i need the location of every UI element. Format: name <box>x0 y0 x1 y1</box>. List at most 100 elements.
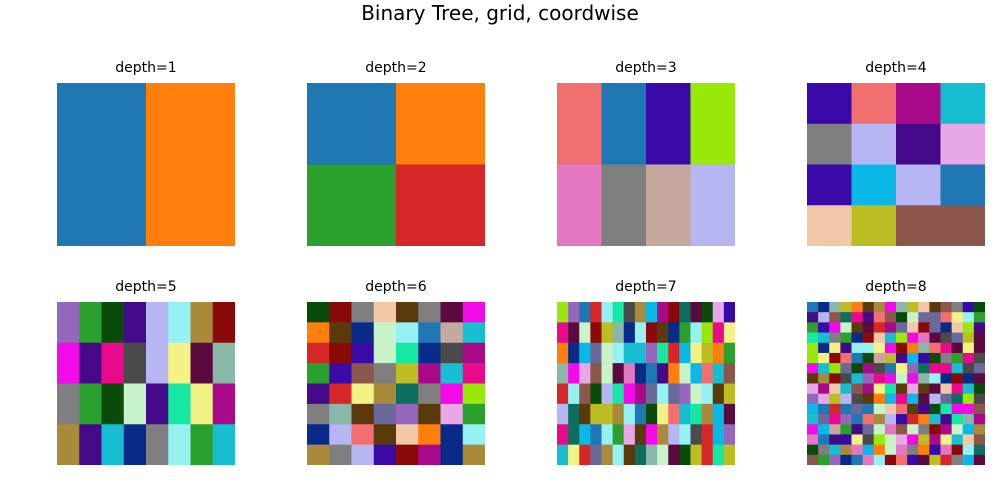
partition-cell <box>557 403 569 425</box>
partition-cell <box>929 342 942 354</box>
partition-cell <box>612 342 625 364</box>
partition-cell <box>396 363 419 385</box>
partition-cell <box>57 83 147 246</box>
partition-cell <box>807 454 819 465</box>
partition-cell <box>818 342 830 354</box>
partition-cell <box>657 342 669 364</box>
panel-depth-4: depth=4 <box>807 60 985 246</box>
partition-cell <box>601 322 614 344</box>
partition-heatmap <box>57 302 235 465</box>
partition-cell <box>851 83 897 125</box>
partition-cell <box>962 454 975 465</box>
partition-cell <box>440 342 464 364</box>
partition-cell <box>951 393 964 405</box>
partition-cell <box>646 322 658 344</box>
partition-cell <box>807 312 819 323</box>
partition-cell <box>851 454 864 465</box>
partition-cell <box>646 444 658 465</box>
partition-cell <box>918 342 930 354</box>
partition-cell <box>829 363 841 374</box>
partition-cell <box>657 444 669 465</box>
partition-cell <box>668 342 680 364</box>
panel-title: depth=7 <box>615 279 677 295</box>
partition-cell <box>579 342 591 364</box>
partition-cell <box>851 393 864 405</box>
partition-cell <box>862 363 875 374</box>
partition-cell <box>951 332 964 344</box>
partition-cell <box>962 363 975 374</box>
partition-cell <box>884 352 897 364</box>
partition-cell <box>851 302 864 313</box>
partition-cell <box>962 312 975 323</box>
partition-cell <box>668 383 680 405</box>
partition-cell <box>929 454 942 465</box>
partition-cell <box>646 83 692 166</box>
partition-cell <box>807 164 853 206</box>
partition-cell <box>918 383 930 395</box>
partition-cell <box>862 342 875 354</box>
partition-cell <box>896 414 908 425</box>
partition-cell <box>818 454 830 465</box>
partition-cell <box>146 424 169 465</box>
panel-depth-3: depth=3 <box>557 60 735 246</box>
partition-cell <box>690 83 735 166</box>
partition-cell <box>962 342 975 354</box>
partition-cell <box>940 123 985 166</box>
partition-cell <box>807 322 819 334</box>
partition-cell <box>679 444 692 465</box>
partition-cell <box>462 383 485 405</box>
partition-cell <box>896 342 908 354</box>
partition-cell <box>701 322 714 344</box>
partition-cell <box>951 352 964 364</box>
partition-cell <box>973 312 985 323</box>
partition-cell <box>884 312 897 323</box>
partition-cell <box>396 403 419 425</box>
partition-cell <box>896 363 908 374</box>
partition-cell <box>840 332 853 344</box>
partition-cell <box>329 424 353 446</box>
partition-cell <box>873 393 886 405</box>
partition-cell <box>929 302 942 313</box>
partition-cell <box>929 352 942 364</box>
partition-cell <box>818 302 830 313</box>
partition-cell <box>57 424 80 465</box>
partition-cell <box>568 424 580 446</box>
partition-cell <box>123 342 147 385</box>
partition-cell <box>951 312 964 323</box>
figure-title: Binary Tree, grid, coordwise <box>361 1 639 25</box>
partition-cell <box>701 424 714 446</box>
partition-cell <box>884 332 897 344</box>
partition-cell <box>634 363 647 385</box>
partition-cell <box>590 424 603 446</box>
partition-cell <box>907 403 919 415</box>
partition-cell <box>962 352 975 364</box>
partition-cell <box>440 363 464 385</box>
partition-cell <box>723 403 735 425</box>
partition-cell <box>862 373 875 385</box>
partition-cell <box>807 83 853 125</box>
partition-cell <box>612 403 625 425</box>
partition-cell <box>601 363 614 385</box>
partition-cell <box>557 342 569 364</box>
partition-cell <box>840 444 853 456</box>
partition-cell <box>679 322 692 344</box>
partition-cell <box>918 434 930 446</box>
partition-cell <box>712 322 725 344</box>
partition-cell <box>907 302 919 313</box>
partition-cell <box>612 444 625 465</box>
partition-cell <box>462 322 485 344</box>
partition-cell <box>873 454 886 465</box>
partition-cell <box>840 342 853 354</box>
partition-cell <box>307 363 330 385</box>
partition-cell <box>973 383 985 395</box>
partition-cell <box>690 164 735 246</box>
partition-cell <box>307 342 330 364</box>
partition-cell <box>896 205 942 246</box>
partition-cell <box>396 444 419 465</box>
partition-cell <box>907 383 919 395</box>
panel-title: depth=3 <box>615 60 677 76</box>
partition-cell <box>307 83 397 166</box>
partition-cell <box>973 322 985 334</box>
partition-cell <box>657 383 669 405</box>
partition-cell <box>951 424 964 436</box>
